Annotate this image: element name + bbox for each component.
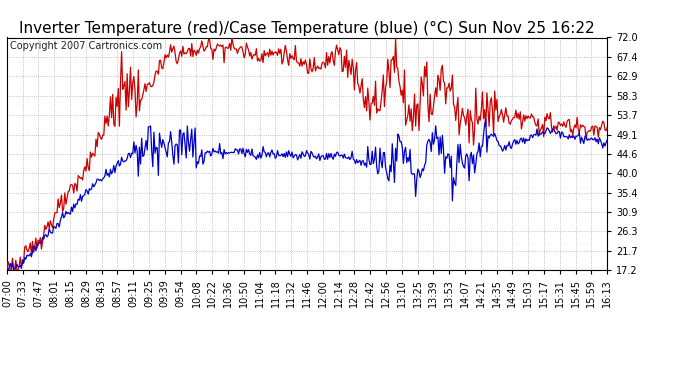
- Title: Inverter Temperature (red)/Case Temperature (blue) (°C) Sun Nov 25 16:22: Inverter Temperature (red)/Case Temperat…: [19, 21, 595, 36]
- Text: Copyright 2007 Cartronics.com: Copyright 2007 Cartronics.com: [10, 41, 162, 51]
